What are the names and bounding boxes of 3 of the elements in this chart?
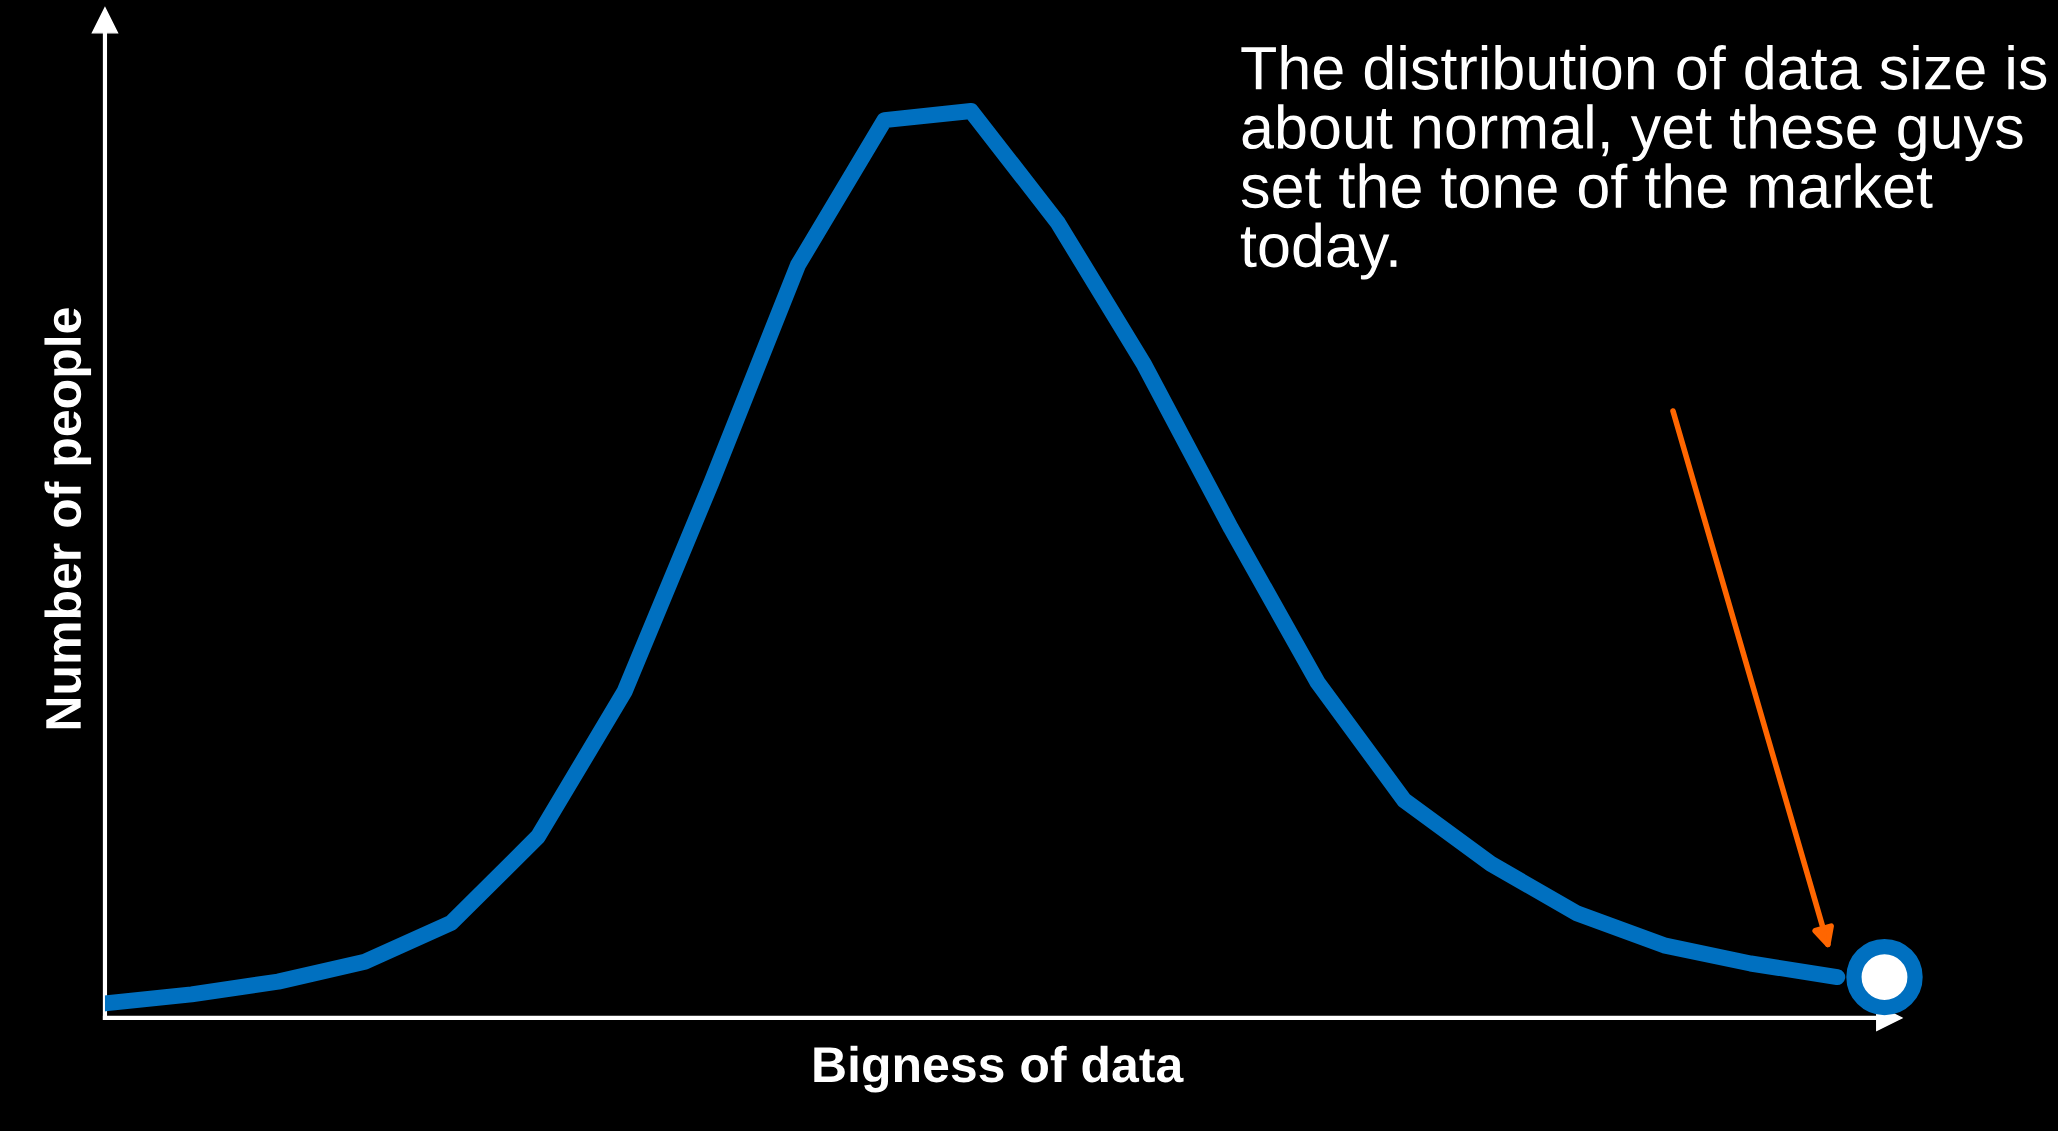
x-axis-title: Bigness of data <box>814 1045 1184 1093</box>
annotation: The distribution of data size is about normal, yet these guys set the tone of the market today. <box>1240 45 2047 280</box>
y-axis-title: Number of people <box>44 308 92 729</box>
